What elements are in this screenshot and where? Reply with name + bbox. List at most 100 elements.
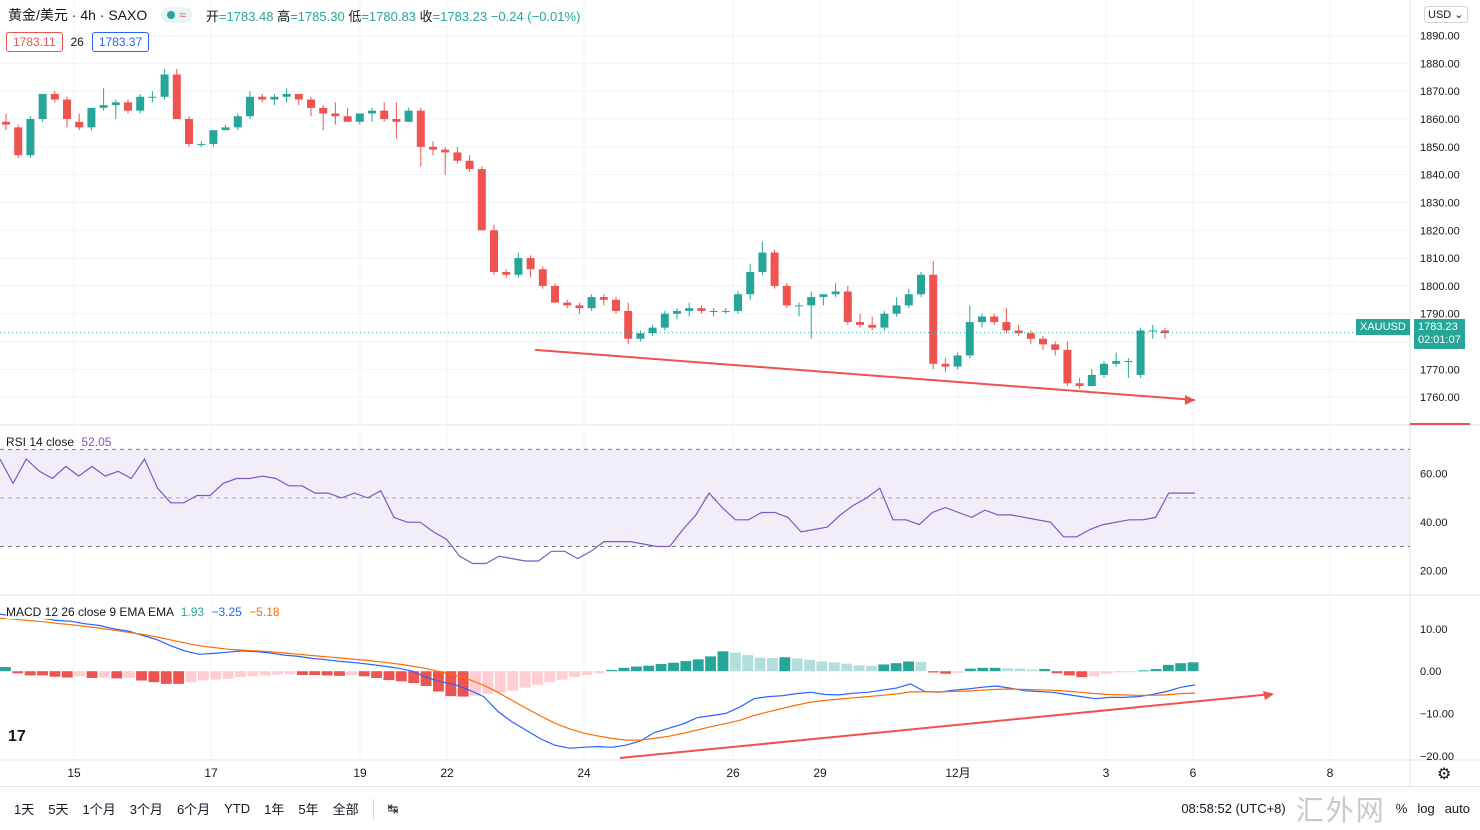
rsi-tick-label: 60.00: [1420, 469, 1448, 481]
candle-body: [465, 160, 474, 170]
tf-ytd[interactable]: YTD: [224, 801, 251, 816]
candle-body: [63, 99, 71, 120]
macd-histogram-bar: [37, 671, 48, 676]
macd-histogram-bar: [1076, 671, 1088, 678]
macd-histogram-bar: [1101, 671, 1112, 674]
candle-body: [599, 297, 608, 300]
macd-tick-label: −20.00: [1420, 751, 1454, 763]
candle-body: [1161, 330, 1169, 334]
candle-body: [404, 110, 413, 122]
high-value: =1785.30: [290, 8, 345, 24]
time-tick-label: 15: [67, 766, 81, 780]
tradingview-logo-icon[interactable]: 17: [8, 728, 26, 745]
tf-5y[interactable]: 5年: [298, 802, 319, 817]
candle-body: [343, 116, 352, 122]
candle-body: [1136, 330, 1145, 375]
symbol-tag: XAUUSD: [1356, 319, 1410, 335]
tf-1y[interactable]: 1年: [264, 802, 285, 817]
candle-body: [856, 322, 864, 325]
macd-histogram-bar: [531, 671, 543, 685]
macd-histogram-bar: [742, 655, 754, 672]
macd-histogram-bar: [111, 671, 123, 679]
macd-histogram-bar: [1039, 669, 1051, 672]
bar-countdown: 02:01:07: [1418, 334, 1461, 346]
macd-histogram-bar: [915, 661, 927, 672]
macd-histogram-bar: [630, 666, 642, 672]
macd-histogram-bar: [668, 662, 679, 672]
price-tick-label: 1840.00: [1420, 170, 1460, 182]
price-tick-label: 1880.00: [1420, 58, 1460, 70]
macd-line: [0, 613, 1196, 749]
rsi-tick-label: 20.00: [1420, 566, 1448, 578]
macd-histogram-bar: [371, 671, 383, 678]
auto-toggle[interactable]: auto: [1444, 801, 1470, 816]
tf-1d[interactable]: 1天: [14, 802, 35, 817]
macd-histogram-bar: [643, 665, 655, 672]
tf-5d[interactable]: 5天: [48, 802, 69, 817]
market-status[interactable]: ≈: [161, 7, 192, 23]
macd-histogram-bar: [1088, 671, 1100, 677]
close-label: 收: [419, 8, 433, 24]
macd-histogram-bar: [618, 667, 630, 672]
candle-body: [660, 313, 669, 328]
macd-histogram-bar: [86, 671, 98, 678]
candle-body: [258, 96, 267, 100]
currency-label: USD: [1428, 9, 1452, 21]
candle-body: [795, 305, 803, 307]
tf-all[interactable]: 全部: [332, 802, 359, 817]
clock[interactable]: 08:58:52 (UTC+8): [1181, 801, 1286, 816]
divider: [372, 798, 374, 819]
axes: 1890.00 1880.00 1870.00 1860.00 1850.00 1840.…: [67, 31, 1459, 780]
candle-body: [721, 310, 730, 312]
candle-body: [929, 274, 938, 364]
macd-legend[interactable]: MACD 12 26 close 9 EMA EMA 1.93 −3.25 −5…: [6, 605, 280, 619]
macd-histogram-bar: [1162, 664, 1174, 672]
open-value: =1783.48: [218, 8, 274, 24]
currency-select[interactable]: USD ⌄: [1424, 6, 1468, 23]
tf-3m[interactable]: 3个月: [129, 802, 163, 817]
candle-body: [87, 107, 96, 128]
tf-1m[interactable]: 1个月: [82, 802, 116, 817]
macd-histogram-bar: [519, 671, 531, 688]
macd-histogram-bar: [593, 671, 605, 674]
macd-hist-value: 1.93: [180, 605, 205, 619]
time-tick-label: 6: [1190, 766, 1197, 780]
gear-icon[interactable]: ⚙: [1437, 766, 1452, 783]
log-toggle[interactable]: log: [1417, 801, 1435, 816]
header: 黄金/美元 · 4h · SAXO ≈ 开=1783.48 高=1785.30 …: [0, 0, 580, 30]
time-tick-label: 8: [1327, 766, 1334, 780]
macd-histogram-bar: [74, 671, 86, 677]
price-tick-label: 1760.00: [1420, 392, 1460, 404]
ask-button[interactable]: 1783.37: [91, 32, 150, 52]
candle-body: [172, 74, 181, 120]
candle-body: [2, 121, 10, 125]
bid-button[interactable]: 1783.11: [6, 32, 63, 52]
candle-body: [270, 96, 279, 100]
macd-histogram-bar: [977, 667, 989, 672]
candle-body: [294, 93, 303, 100]
macd-histogram-bar: [705, 656, 717, 672]
right-controls: 08:58:52 (UTC+8) 汇外网 % log auto: [1181, 787, 1470, 830]
wave-icon: ≈: [179, 8, 186, 22]
candle-body: [197, 144, 206, 146]
candle-body: [782, 285, 791, 306]
macd-histogram-bar: [655, 664, 667, 672]
trendline-arrow-icon: [1185, 394, 1195, 405]
tf-6m[interactable]: 6个月: [176, 802, 211, 817]
macd-histogram-bar: [964, 668, 976, 672]
rsi-pane: [0, 457, 1195, 565]
goto-date-icon[interactable]: ↹: [387, 800, 399, 816]
rsi-band: [0, 448, 1410, 547]
macd-histogram-bar: [606, 669, 618, 672]
macd-histogram-bar: [1002, 668, 1013, 672]
macd-histogram-bar: [903, 661, 914, 672]
symbol-title[interactable]: 黄金/美元 · 4h · SAXO: [8, 7, 148, 23]
macd-histogram-bar: [346, 671, 358, 676]
percent-toggle[interactable]: %: [1395, 801, 1408, 816]
macd-histogram-bar: [98, 671, 110, 678]
rsi-legend[interactable]: RSI 14 close 52.05: [6, 435, 112, 449]
macd-tick-label: 0.00: [1420, 666, 1441, 678]
macd-histogram-bar: [160, 671, 172, 684]
candle-body: [111, 102, 120, 106]
